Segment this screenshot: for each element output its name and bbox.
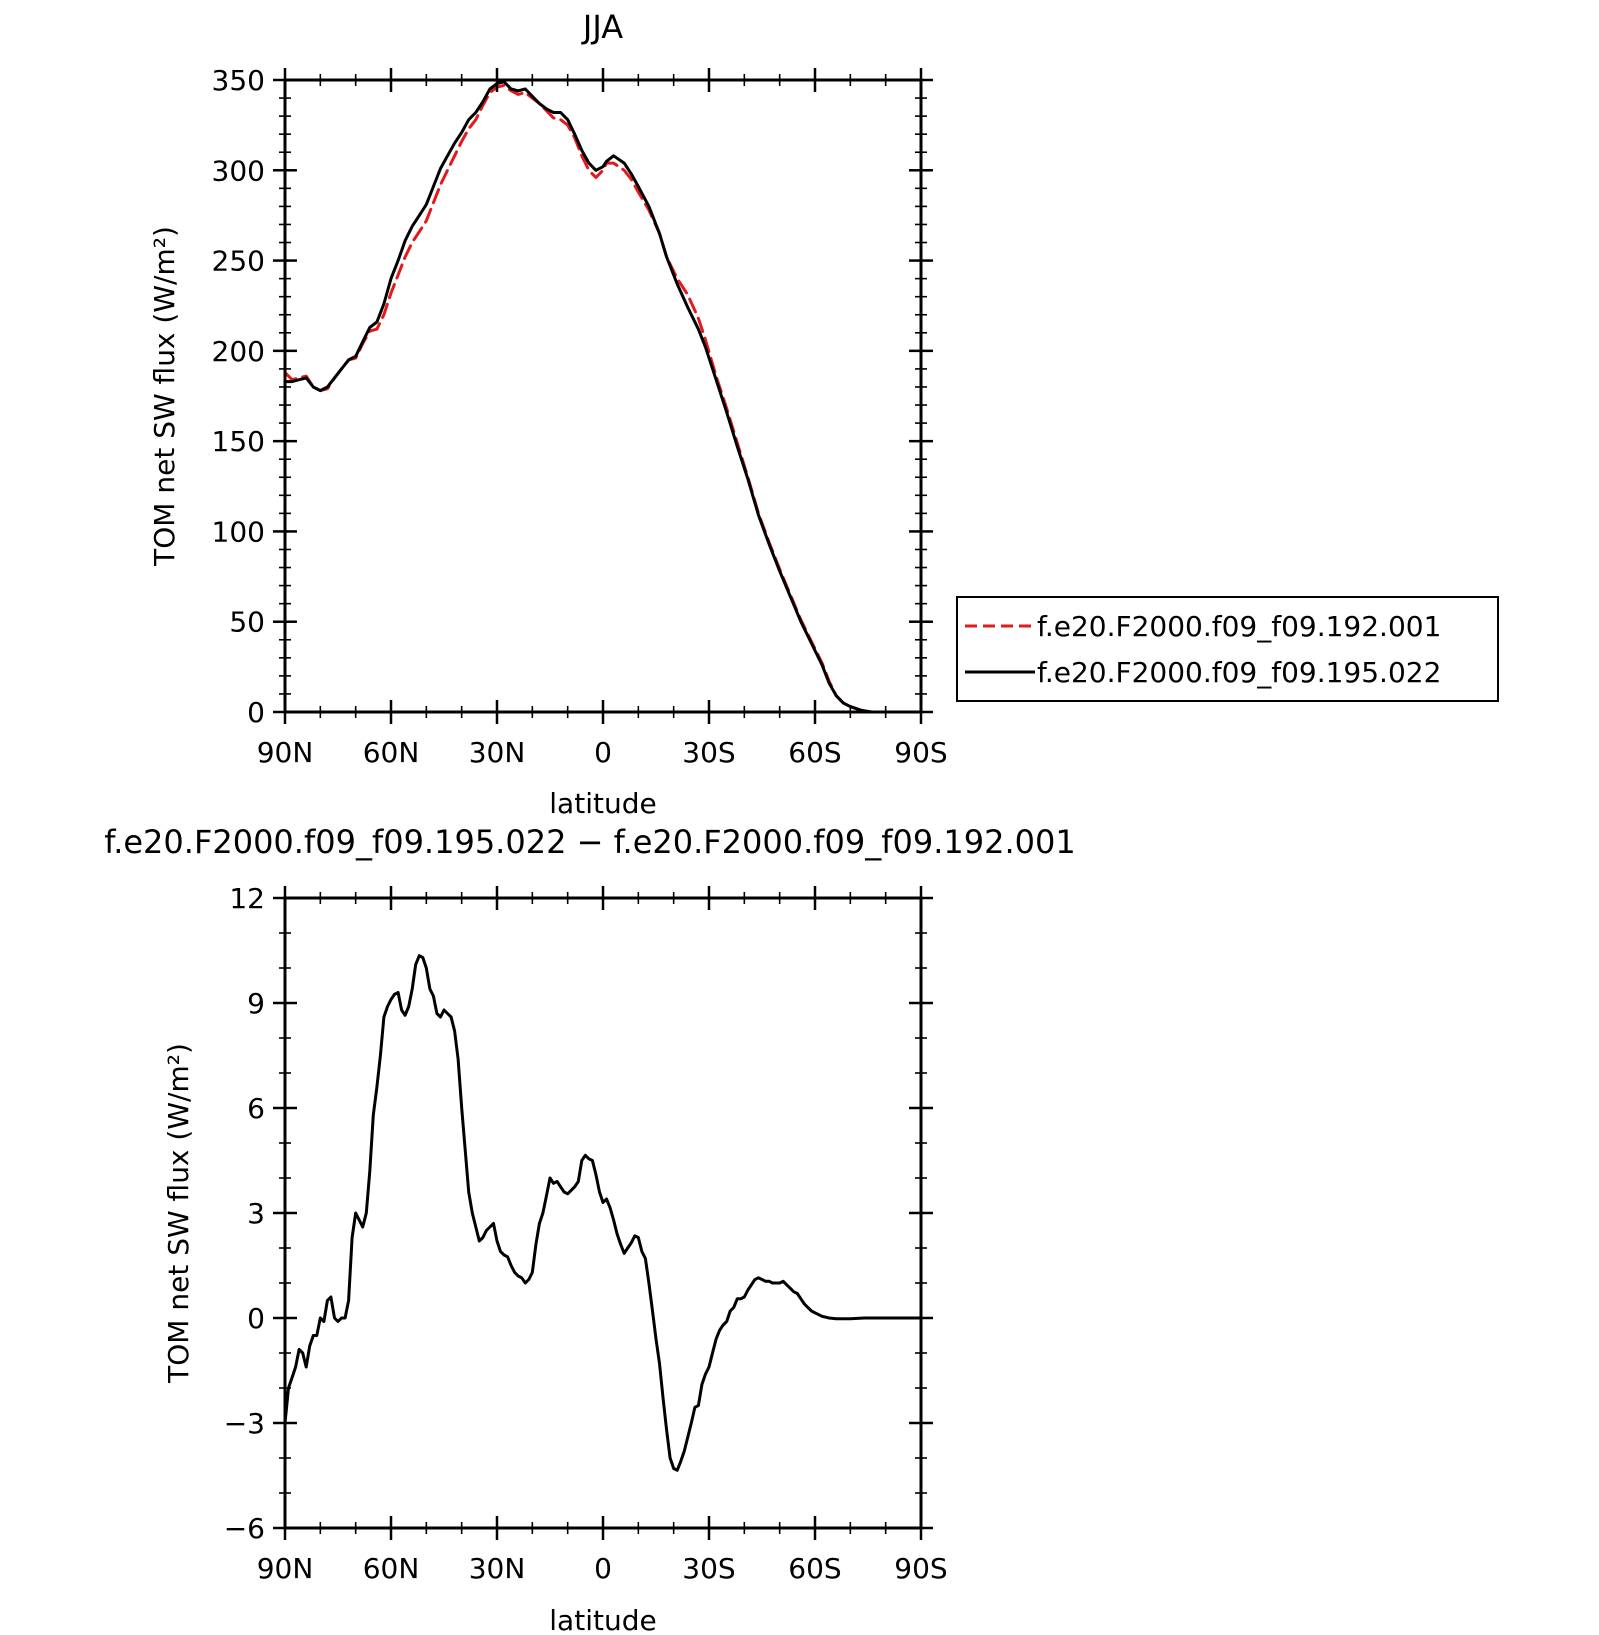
series-lines — [283, 954, 923, 1472]
x-tick-label: 30N — [469, 736, 526, 769]
y-tick-label: 9 — [247, 987, 265, 1020]
y-tick-label: 12 — [229, 882, 265, 915]
y-tick-label: 250 — [212, 245, 265, 278]
y-tick-label: 100 — [212, 515, 265, 548]
series-lines — [283, 80, 923, 714]
chart-title: JJA — [581, 8, 623, 46]
axes: 90N 60N 30N 0 30S 60S 90S 0 50 100 150 200 250 300 350 — [212, 64, 948, 769]
y-axis-title: TOM net SW flux (W/m²) — [162, 1043, 195, 1384]
x-tick-label: 60S — [788, 1552, 841, 1585]
x-tick-label: 60S — [788, 736, 841, 769]
y-tick-label: 300 — [212, 154, 265, 187]
x-tick-label: 30S — [682, 736, 735, 769]
y-tick-label: 350 — [212, 64, 265, 97]
y-tick-label: 6 — [247, 1092, 265, 1125]
y-axis-title: TOM net SW flux (W/m²) — [148, 226, 181, 567]
y-tick-label: 200 — [212, 335, 265, 368]
x-tick-label: 0 — [594, 1552, 612, 1585]
y-tick-label: 0 — [247, 1302, 265, 1335]
x-tick-label: 60N — [363, 736, 420, 769]
y-tick-label: 150 — [212, 425, 265, 458]
legend-label: f.e20.F2000.f09_f09.192.001 — [1037, 610, 1441, 643]
legend: f.e20.F2000.f09_f09.192.001 f.e20.F2000.… — [956, 596, 1499, 702]
y-tick-label: 3 — [247, 1197, 265, 1230]
legend-label: f.e20.F2000.f09_f09.195.022 — [1037, 656, 1441, 689]
y-tick-label: 0 — [247, 696, 265, 729]
x-tick-label: 90N — [257, 736, 314, 769]
chart-title: f.e20.F2000.f09_f09.195.022 − f.e20.F200… — [104, 823, 1076, 861]
x-tick-label: 0 — [594, 736, 612, 769]
panel-bottom: f.e20.F2000.f09_f09.195.022 − f.e20.F200… — [104, 823, 1076, 1635]
x-tick-label: 90S — [894, 736, 947, 769]
series-line — [283, 954, 923, 1472]
x-tick-label: 90N — [257, 1552, 314, 1585]
series-line — [283, 83, 923, 714]
series-line — [283, 80, 923, 714]
y-tick-label: −3 — [224, 1407, 265, 1440]
panel-top: JJA 90N 60N 30N 0 30S 60S 90S 0 50 100 150 200 250 30… — [148, 8, 1499, 820]
x-tick-label: 30N — [469, 1552, 526, 1585]
x-axis-title: latitude — [549, 1604, 656, 1635]
y-tick-label: −6 — [224, 1512, 265, 1545]
x-axis-title: latitude — [549, 787, 656, 820]
x-tick-label: 90S — [894, 1552, 947, 1585]
x-tick-label: 30S — [682, 1552, 735, 1585]
plot-frame — [283, 78, 923, 714]
x-tick-label: 60N — [363, 1552, 420, 1585]
axes: 90N 60N 30N 0 30S 60S 90S −6 −3 0 3 6 9 12 — [224, 882, 948, 1585]
legend-box — [956, 596, 1499, 702]
y-tick-label: 50 — [229, 606, 265, 639]
plot-frame — [283, 896, 923, 1530]
